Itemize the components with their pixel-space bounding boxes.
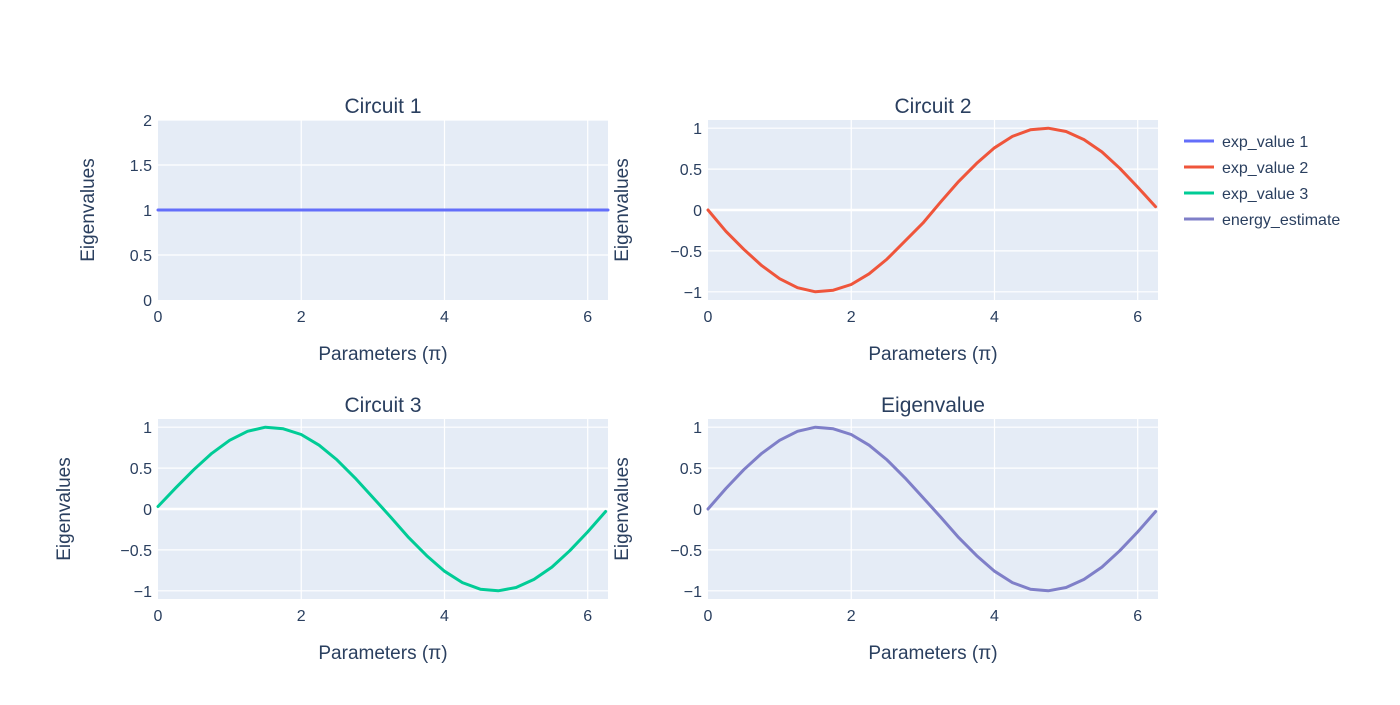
- subplot-title: Circuit 3: [344, 394, 421, 417]
- subplot-1: 0 2 4 6 0 0.5 1 1.5 2 Circuit 1 Parameters (π) Eige…: [78, 95, 610, 365]
- x-axis-title: Parameters (π): [868, 643, 997, 664]
- y-axis-title: Eigenvalues: [612, 457, 633, 561]
- y-tick-label: 0.5: [130, 461, 152, 478]
- subplot-3: 0 2 4 6 −1 −0.5 0 0.5 1 Circuit 3 Parameters (π) Ei…: [54, 394, 608, 664]
- legend-label: exp_value 1: [1222, 134, 1308, 151]
- x-tick-label: 6: [583, 309, 592, 326]
- y-tick-label: −1: [684, 584, 702, 601]
- y-axis-title: Eigenvalues: [78, 158, 99, 262]
- y-tick-label: 0.5: [680, 162, 702, 179]
- legend-label: exp_value 2: [1222, 160, 1308, 177]
- x-axis-title: Parameters (π): [868, 344, 997, 365]
- y-tick-label: −1: [134, 584, 152, 601]
- legend-label: exp_value 3: [1222, 186, 1308, 203]
- y-axis-title: Eigenvalues: [54, 457, 75, 561]
- subplot-2: 0 2 4 6 −1 −0.5 0 0.5 1 Circuit 2 Parameters (π) Ei…: [612, 95, 1158, 365]
- y-tick-label: 1: [143, 203, 152, 220]
- subplot-title: Circuit 1: [344, 95, 421, 118]
- x-axis-title: Parameters (π): [318, 643, 447, 664]
- legend-item[interactable]: exp_value 1: [1184, 134, 1308, 151]
- x-tick-label: 6: [1133, 608, 1142, 625]
- y-tick-label: −0.5: [120, 543, 152, 560]
- x-tick-label: 2: [847, 309, 856, 326]
- y-tick-label: 0: [143, 293, 152, 310]
- x-tick-label: 0: [154, 309, 163, 326]
- series-line-exp-value-3: [156, 425, 608, 593]
- x-tick-label: 2: [847, 608, 856, 625]
- y-tick-label: −0.5: [670, 244, 702, 261]
- y-tick-label: 0: [143, 502, 152, 519]
- subplot-title: Circuit 2: [894, 95, 971, 118]
- x-tick-label: 6: [1133, 309, 1142, 326]
- legend-label: energy_estimate: [1222, 212, 1340, 229]
- y-tick-label: 1: [143, 420, 152, 437]
- y-tick-label: −0.5: [670, 543, 702, 560]
- y-tick-label: 1: [693, 121, 702, 138]
- x-tick-label: 6: [583, 608, 592, 625]
- x-tick-label: 4: [440, 608, 449, 625]
- series-line-energy-estimate: [706, 425, 1158, 593]
- series-line-exp-value-2: [706, 126, 1158, 294]
- y-tick-label: 1.5: [130, 158, 152, 175]
- y-tick-label: −1: [684, 285, 702, 302]
- x-tick-label: 2: [297, 608, 306, 625]
- x-tick-label: 4: [440, 309, 449, 326]
- y-tick-label: 0.5: [680, 461, 702, 478]
- x-tick-label: 4: [990, 309, 999, 326]
- y-axis-title: Eigenvalues: [612, 158, 633, 262]
- x-tick-label: 0: [704, 608, 713, 625]
- y-tick-label: 0: [693, 203, 702, 220]
- x-tick-label: 0: [704, 309, 713, 326]
- y-tick-label: 0.5: [130, 248, 152, 265]
- legend-item[interactable]: exp_value 3: [1184, 186, 1308, 203]
- x-tick-label: 4: [990, 608, 999, 625]
- x-tick-label: 2: [297, 309, 306, 326]
- legend-item[interactable]: energy_estimate: [1184, 212, 1340, 229]
- legend-item[interactable]: exp_value 2: [1184, 160, 1308, 177]
- subplot-title: Eigenvalue: [881, 394, 985, 417]
- legend: exp_value 1 exp_value 2 exp_value 3 energy_…: [1184, 134, 1340, 229]
- x-axis-title: Parameters (π): [318, 344, 447, 365]
- y-tick-label: 1: [693, 420, 702, 437]
- x-tick-label: 0: [154, 608, 163, 625]
- subplot-4: 0 2 4 6 −1 −0.5 0 0.5 1 Eigenvalue Parameters (π) E…: [612, 394, 1158, 664]
- y-tick-label: 0: [693, 502, 702, 519]
- y-tick-label: 2: [143, 113, 152, 130]
